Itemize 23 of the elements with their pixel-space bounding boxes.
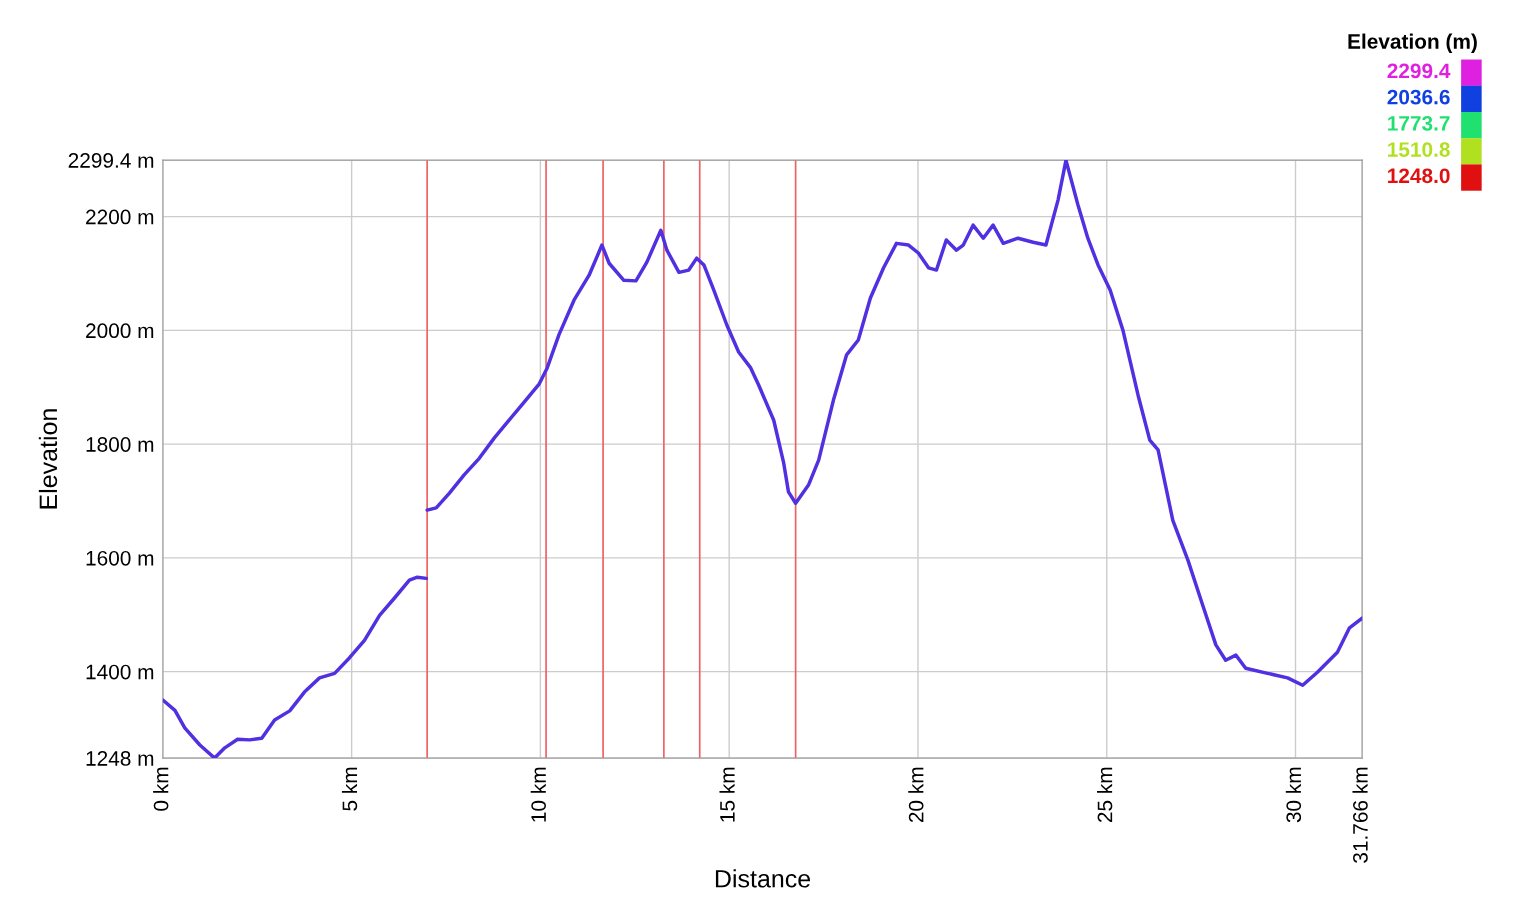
x-tick-label: 15 km (719, 767, 735, 822)
color-bar-label: 1248.0 (1388, 168, 1450, 184)
x-tick-label: 25 km (1097, 767, 1113, 823)
y-tick-label: 2000 m (86, 323, 154, 339)
y-tick-label: 1400 m (86, 664, 154, 680)
y-tick-label: 1600 m (86, 550, 154, 566)
color-bar-title: Elevation (m) (1348, 33, 1477, 53)
x-tick-label: 10 km (530, 767, 546, 822)
x-tick-label: 20 km (908, 767, 924, 823)
y-tick-label: 1800 m (86, 437, 154, 452)
x-tick-label: 31.766 km (1352, 767, 1368, 863)
y-axis-title: Elevation (38, 409, 58, 509)
x-axis-title: Distance (715, 869, 811, 888)
color-bar-label: 2299.4 (1387, 63, 1451, 79)
color-bar-label: 1773.7 (1388, 115, 1450, 131)
y-tick-label: 2299.4 m (68, 153, 154, 168)
x-tick-label: 30 km (1285, 767, 1302, 823)
x-tick-label: 5 km (341, 767, 358, 811)
color-bar-label: 1510.8 (1388, 142, 1450, 157)
y-tick-label: 1248 m (86, 751, 154, 766)
x-tick-label: 0 km (153, 767, 169, 811)
color-bar-label: 2036.6 (1387, 89, 1450, 105)
y-tick-label: 2200 m (86, 209, 154, 225)
